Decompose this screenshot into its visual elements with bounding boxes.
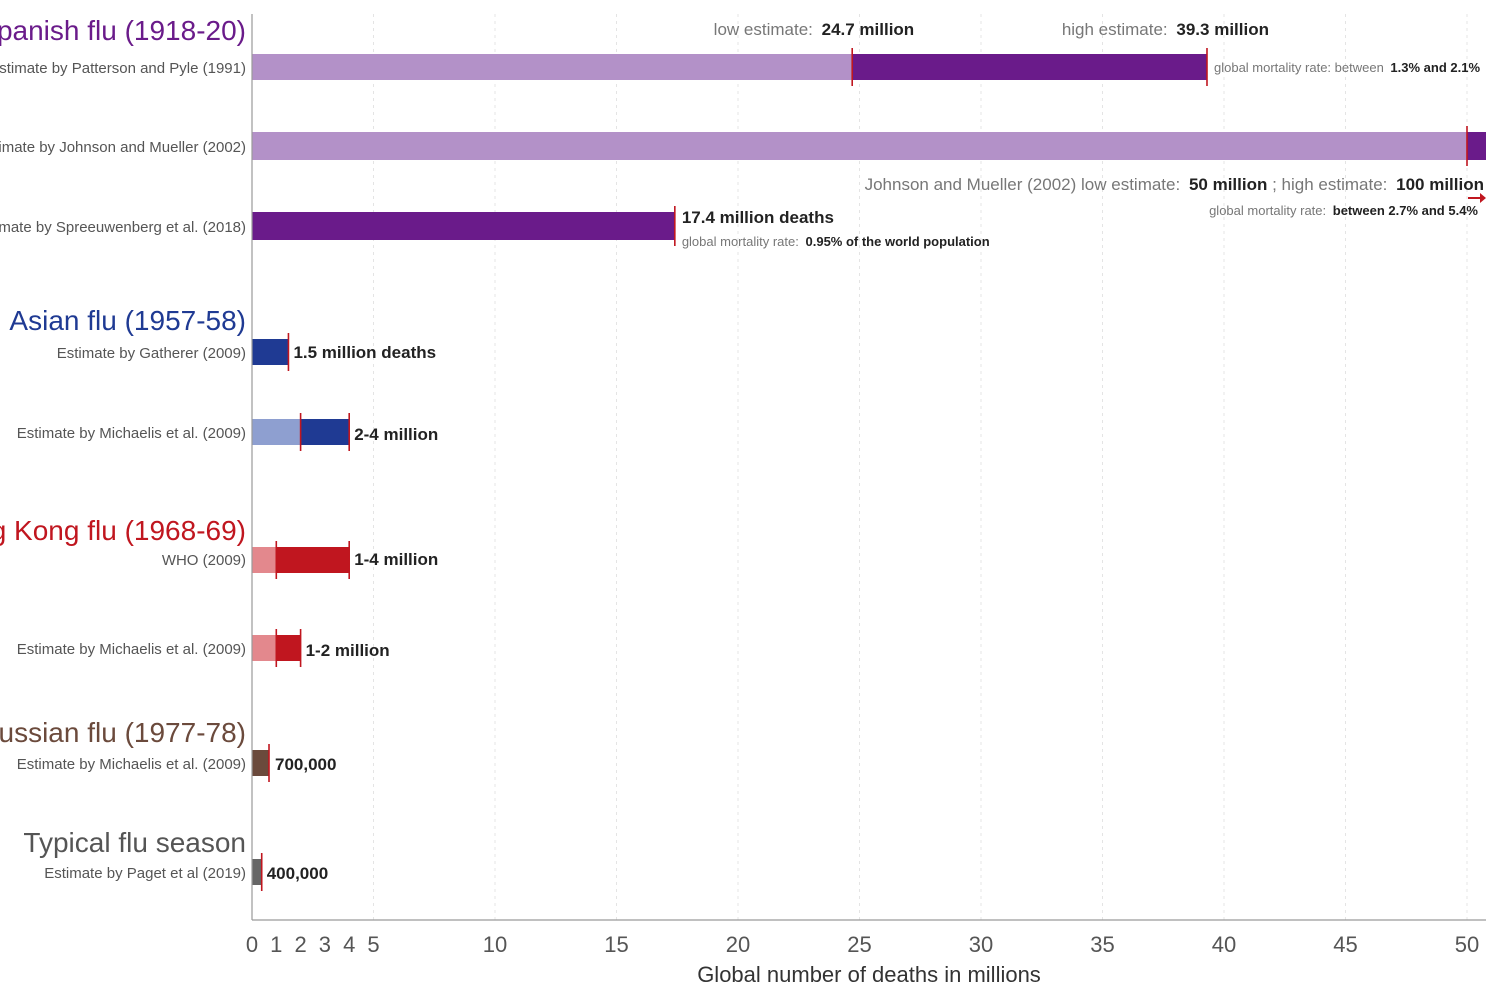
value-label-who: 1-4 million <box>354 550 438 569</box>
bar-low-segment <box>252 132 1467 160</box>
continuation-arrow-icon <box>1468 193 1486 203</box>
annotation-mortality-johnson-mueller: global mortality rate: between 2.7% and … <box>1209 203 1478 218</box>
bar-low-segment <box>252 54 853 80</box>
x-tick-label: 45 <box>1333 932 1357 957</box>
value-label-typical: 400,000 <box>267 864 328 883</box>
bar-low-segment <box>252 635 277 661</box>
bar-range-segment <box>852 54 1207 80</box>
annotation-johnson-mueller-estimates: Johnson and Mueller (2002) low estimate:… <box>865 175 1484 194</box>
bar-range-segment <box>276 635 301 661</box>
x-tick-label: 40 <box>1212 932 1236 957</box>
bar-segment <box>252 212 675 240</box>
source-label-who: WHO (2009) <box>162 552 246 569</box>
value-label-michaelis-hongkong: 1-2 million <box>306 641 390 660</box>
source-label-michaelis-asian: Estimate by Michaelis et al. (2009) <box>17 425 246 442</box>
value-label-russian: 700,000 <box>275 755 336 774</box>
bar-segment <box>252 750 270 776</box>
value-label-gatherer: 1.5 million deaths <box>293 343 436 362</box>
x-tick-label: 30 <box>969 932 993 957</box>
x-tick-label: 35 <box>1090 932 1114 957</box>
x-axis-title: Global number of deaths in millions <box>697 962 1041 987</box>
bar-range-segment <box>300 419 350 445</box>
bar-low-segment <box>252 419 301 445</box>
x-tick-label: 20 <box>726 932 750 957</box>
annotation-spreeuwenberg-value: 17.4 million deaths <box>682 208 834 227</box>
source-label-johnson-mueller: Estimate by Johnson and Mueller (2002) <box>0 139 246 156</box>
bar-segment <box>252 339 289 365</box>
source-label-patterson-pyle: Estimate by Patterson and Pyle (1991) <box>0 60 246 77</box>
bars <box>252 48 1486 891</box>
title-hong-kong-flu: Hong Kong flu (1968-69) <box>0 515 246 546</box>
title-typical-flu-season: Typical flu season <box>23 827 246 858</box>
bar-range-segment <box>276 547 350 573</box>
x-tick-label: 4 <box>343 932 355 957</box>
x-tick-label: 1 <box>270 932 282 957</box>
source-label-paget: Estimate by Paget et al (2019) <box>44 865 246 882</box>
x-tick-label: 2 <box>294 932 306 957</box>
source-label-michaelis-russian: Estimate by Michaelis et al. (2009) <box>17 756 246 773</box>
annotation-low-estimate: low estimate: 24.7 million <box>714 20 915 39</box>
x-axis-ticks: 0 1 2 3 4 5 10 15 20 25 30 35 40 45 50 <box>246 932 1479 957</box>
value-label-michaelis-asian: 2-4 million <box>354 425 438 444</box>
x-tick-label: 50 <box>1455 932 1479 957</box>
source-label-spreeuwenberg: Estimate by Spreeuwenberg et al. (2018) <box>0 219 246 236</box>
annotation-high-estimate: high estimate: 39.3 million <box>1062 20 1269 39</box>
source-label-gatherer: Estimate by Gatherer (2009) <box>57 345 246 362</box>
x-tick-label: 3 <box>319 932 331 957</box>
annotation-mortality-patterson-pyle: global mortality rate: between 1.3% and … <box>1214 60 1480 75</box>
title-russian-flu: Russian flu (1977-78) <box>0 717 246 748</box>
x-tick-label: 10 <box>483 932 507 957</box>
annotation-mortality-spreeuwenberg: global mortality rate: 0.95% of the worl… <box>682 234 990 249</box>
bar-low-segment <box>252 547 277 573</box>
bar-range-segment <box>1467 132 1486 160</box>
x-tick-label: 0 <box>246 932 258 957</box>
title-spanish-flu: Spanish flu (1918-20) <box>0 15 246 46</box>
x-tick-label: 5 <box>367 932 379 957</box>
title-asian-flu: Asian flu (1957-58) <box>9 305 246 336</box>
bar-segment <box>252 859 262 885</box>
source-label-michaelis-hongkong: Estimate by Michaelis et al. (2009) <box>17 641 246 658</box>
x-tick-label: 25 <box>847 932 871 957</box>
x-tick-label: 15 <box>604 932 628 957</box>
